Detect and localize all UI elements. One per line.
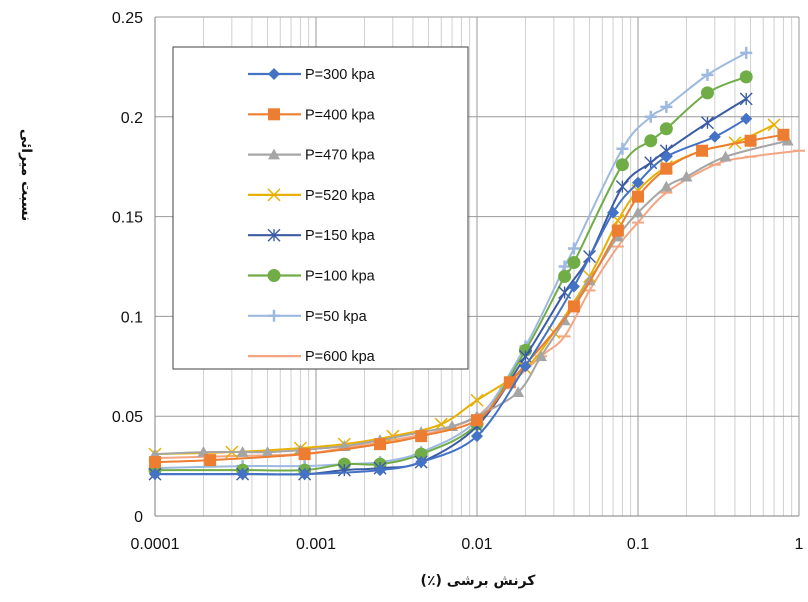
legend-item: P=150 kpa [248,228,376,244]
legend-label: P=150 kpa [305,228,376,244]
square-marker [777,128,790,141]
x-marker [386,429,400,443]
square-marker [744,134,757,147]
square-marker [471,414,483,427]
triangle-marker [512,386,525,398]
y-tick-label: 0.05 [112,409,143,426]
series-p-400-kpa [149,128,790,469]
plus-marker [740,46,753,59]
x-tick-label: 0.001 [296,536,336,553]
diamond-marker [607,206,620,219]
asterisk-marker [267,228,281,242]
square-marker [696,144,709,157]
legend-item: P=520 kpa [248,188,376,204]
square-marker [632,190,644,203]
triangle-marker [268,148,280,160]
x-tick-label: 1 [795,536,804,553]
y-tick-label: 0.15 [112,210,143,227]
legend-item: P=470 kpa [248,148,376,164]
plus-marker [616,142,629,155]
x-tick-label: 0.1 [627,536,649,553]
legend-label: P=600 kpa [305,349,376,365]
square-marker [660,162,673,175]
square-marker [149,456,161,469]
legend-label: P=520 kpa [305,188,376,204]
legend-label: P=50 kpa [305,309,368,325]
square-marker [374,438,387,451]
plus-marker [701,68,714,81]
triangle-marker [660,180,673,192]
x-axis-title: کرنش برشی (٪) [421,573,537,589]
diamond-marker [740,112,753,125]
x-marker [267,188,281,202]
diamond-marker [149,468,161,481]
triangle-marker [236,446,249,457]
legend-item: P=400 kpa [248,107,376,123]
square-marker [298,448,311,461]
square-marker [611,224,624,237]
legend-item: P=600 kpa [248,349,376,365]
diamond-marker [415,456,428,469]
diamond-marker [298,468,311,481]
diamond-marker [632,176,644,189]
square-marker [268,108,280,121]
y-tick-labels: 0 0.05 0.1 0.15 0.2 0.25 [112,10,143,526]
diamond-marker [268,68,280,80]
legend-box [172,46,469,370]
diamond-marker [567,280,580,293]
y-tick-label: 0 [134,509,143,526]
asterisk-marker [615,180,629,194]
asterisk-marker [739,92,753,106]
circle-marker [700,86,714,100]
circle-marker [659,122,673,136]
circle-marker [644,134,658,148]
circle-marker [739,70,753,84]
x-tick-labels: 0.0001 0.001 0.01 0.1 1 [131,536,804,553]
plus-marker [567,242,580,255]
diamond-marker [660,150,673,163]
y-tick-label: 0.25 [112,10,143,27]
circle-marker [567,256,581,270]
series-p-300-kpa [149,112,753,481]
legend-label: P=400 kpa [305,107,376,123]
plus-marker [660,100,673,113]
triangle-marker [261,446,274,457]
x-marker [470,393,484,407]
diamond-marker [236,468,249,481]
series-layer [148,46,805,481]
x-tick-label: 0.01 [461,536,492,553]
square-marker [503,376,516,389]
asterisk-marker [337,463,351,477]
y-tick-label: 0.1 [121,309,143,326]
triangle-marker [719,150,732,162]
legend-item: P=50 kpa [248,309,368,325]
plus-marker [268,309,280,322]
x-tick-label: 0.0001 [131,536,180,553]
square-marker [567,300,580,313]
square-marker [204,454,217,467]
legend-label: P=100 kpa [305,269,376,285]
legend-item: P=300 kpa [248,67,376,83]
circle-marker [267,269,281,282]
diamond-marker [708,130,721,143]
circle-marker [414,447,428,461]
triangle-marker [680,170,693,182]
triangle-marker [535,350,548,362]
triangle-marker [632,206,644,218]
circle-marker [558,269,572,283]
plus-marker [644,110,657,123]
legend-label: P=300 kpa [305,67,376,83]
y-axis-title: نسبت میرائی [18,129,34,221]
y-tick-label: 0.2 [121,110,143,127]
asterisk-marker [700,116,714,130]
diamond-marker [471,430,483,443]
diamond-marker [374,464,387,477]
legend-label: P=470 kpa [305,148,376,164]
legend: P=300 kpa P=400 kpa P=470 kpa P=520 kpa P=15… [172,46,469,370]
square-marker [415,430,428,443]
circle-marker [615,158,629,172]
diamond-marker [519,360,532,373]
legend-item: P=100 kpa [248,269,376,285]
